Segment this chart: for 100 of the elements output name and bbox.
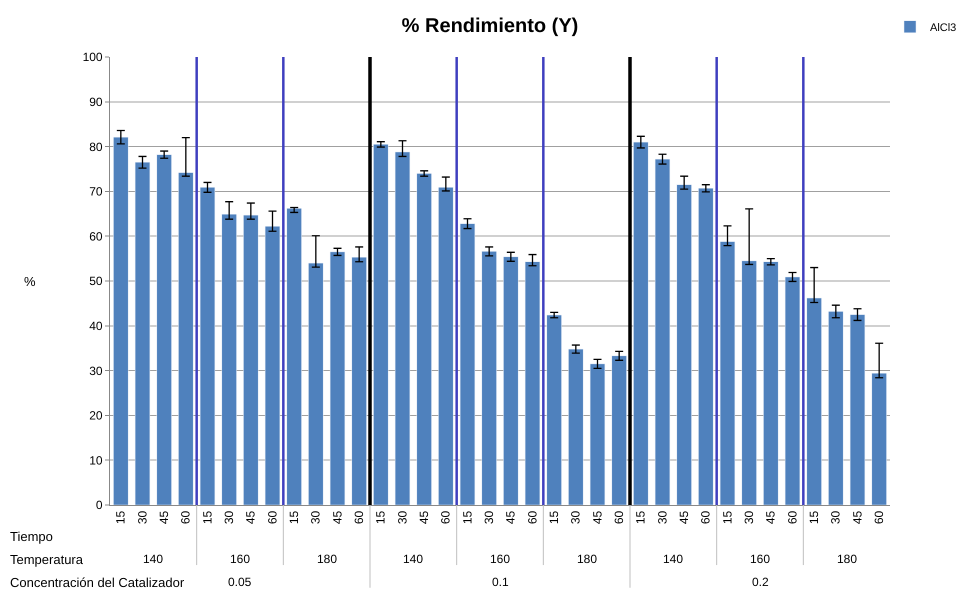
x-tick-label: 60 (698, 510, 713, 524)
bar (352, 257, 367, 505)
bar (264, 226, 280, 505)
x-tick-label: 15 (287, 510, 302, 524)
x-tick-label: 15 (114, 510, 128, 524)
bar (200, 187, 216, 505)
text: 160 (750, 552, 770, 566)
bar (503, 256, 518, 505)
bar (308, 262, 324, 505)
bar (373, 144, 388, 505)
x-tick-label: 45 (244, 510, 258, 524)
bar (590, 364, 606, 505)
bar (134, 162, 150, 505)
legend-label: AlCl3 (930, 22, 956, 34)
bar (654, 158, 670, 505)
x-tick-label: 60 (525, 510, 540, 524)
y-tick-label: 90 (89, 95, 103, 109)
x-tick-label: 15 (807, 510, 822, 524)
x-tick-label: 45 (504, 510, 518, 524)
bar (286, 208, 302, 505)
y-tick-label: 60 (89, 229, 103, 244)
bar (806, 298, 822, 505)
text: Concentración del Catalizador (10, 575, 185, 590)
x-tick-label: 30 (308, 510, 323, 524)
bar (568, 348, 584, 505)
x-tick-label: 60 (178, 510, 193, 524)
x-tick-label: 30 (568, 510, 583, 524)
bar (178, 172, 194, 505)
y-tick-label: 40 (89, 319, 103, 333)
x-tick-label: 45 (850, 510, 864, 524)
x-tick-label: 30 (828, 510, 843, 524)
bar (872, 373, 887, 505)
x-tick-label: 45 (157, 510, 172, 524)
bar (330, 252, 346, 505)
text: 140 (403, 552, 424, 566)
bar (482, 251, 497, 505)
x-tick-label: 60 (612, 510, 626, 524)
y-tick-label: 80 (89, 140, 103, 154)
bar (784, 276, 800, 505)
x-tick-label: 15 (547, 510, 562, 524)
x-tick-label: 30 (742, 510, 756, 524)
y-tick-label: 0 (96, 498, 103, 512)
bar (546, 314, 562, 505)
bar (742, 260, 757, 505)
x-tick-label: 45 (677, 510, 692, 524)
bar (850, 314, 866, 505)
x-tick-label: 15 (634, 510, 648, 524)
bar (243, 214, 258, 505)
x-tick-label: 45 (330, 510, 344, 524)
bar (524, 261, 540, 505)
bar (763, 261, 778, 505)
x-tick-label: 60 (438, 510, 453, 524)
y-tick-label: 100 (82, 50, 103, 64)
x-tick-label: 60 (872, 510, 886, 524)
bar (460, 223, 476, 505)
text: 0.1 (492, 575, 510, 589)
bar (416, 173, 432, 505)
y-tick-label: 50 (89, 274, 103, 288)
bar (698, 188, 714, 505)
text: Tiempo (10, 529, 53, 544)
x-tick-label: 30 (135, 510, 150, 524)
x-tick-label: 15 (374, 510, 388, 524)
bar (828, 311, 844, 505)
bar (612, 356, 627, 505)
x-tick-label: 15 (200, 510, 214, 524)
y-tick-label: 70 (89, 184, 103, 199)
x-tick-label: 45 (417, 510, 432, 524)
y-tick-label: 30 (89, 364, 103, 378)
bar (156, 154, 172, 505)
x-tick-label: 30 (222, 510, 236, 524)
chart-title: % Rendimiento (Y) (402, 15, 578, 37)
x-tick-label: 30 (395, 510, 410, 524)
text: 140 (663, 552, 684, 566)
text: 160 (230, 552, 250, 566)
text: 160 (490, 552, 510, 566)
y-axis-title: % (24, 274, 36, 289)
x-tick-label: 30 (655, 510, 670, 524)
x-tick-label: 45 (590, 510, 604, 524)
text: Temperatura (10, 552, 84, 567)
bar (676, 184, 692, 505)
text: 0.2 (752, 575, 770, 589)
x-tick-label: 45 (764, 510, 778, 524)
bar (222, 214, 237, 505)
y-tick-label: 10 (89, 453, 103, 468)
x-tick-label: 60 (352, 510, 366, 524)
bar (113, 136, 128, 505)
bar (438, 187, 454, 505)
bar (720, 241, 736, 505)
x-tick-label: 60 (265, 510, 280, 524)
bar (394, 152, 410, 505)
x-tick-label: 15 (460, 510, 474, 524)
x-tick-label: 30 (482, 510, 496, 524)
bar (633, 142, 648, 505)
text: 180 (577, 552, 598, 566)
y-tick-label: 20 (89, 408, 103, 423)
x-tick-label: 60 (785, 510, 800, 524)
text: 180 (317, 552, 338, 566)
x-tick-label: 15 (720, 510, 734, 524)
text: 180 (837, 552, 858, 566)
text: 140 (143, 552, 164, 566)
